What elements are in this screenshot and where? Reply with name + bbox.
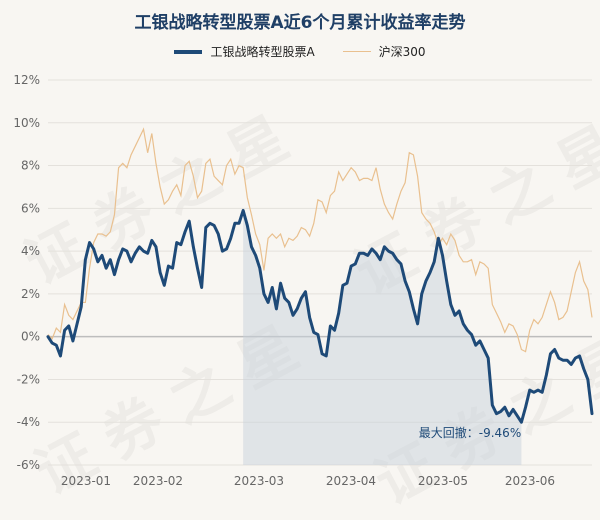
y-tick-label: 2%: [21, 287, 40, 301]
legend-item-benchmark[interactable]: 沪深300: [342, 43, 426, 60]
x-tick-label: 2023-05: [418, 474, 468, 488]
legend-swatch-benchmark: [342, 51, 371, 52]
x-tick-label: 2023-03: [234, 474, 284, 488]
y-tick-label: 8%: [21, 159, 40, 173]
chart-title: 工银战略转型股票A近6个月累计收益率走势: [134, 13, 466, 33]
x-tick-label: 2023-01: [61, 474, 111, 488]
y-tick-label: 0%: [21, 330, 40, 344]
chart-plot-area: 12% 10% 8% 6% 4% 2% 0% -2% -4% -6% 2023-01 2023-02 2…: [13, 73, 594, 488]
x-tick-label: 2023-04: [326, 474, 376, 488]
legend: 工银战略转型股票A 沪深300: [0, 43, 600, 60]
legend-label-benchmark: 沪深300: [378, 45, 426, 59]
series-line-benchmark: [47, 127, 593, 353]
legend-item-main[interactable]: 工银战略转型股票A: [174, 43, 315, 60]
y-tick-label: 6%: [21, 201, 40, 215]
y-tick-label: 12%: [13, 73, 40, 87]
series-line-main: [46, 208, 594, 424]
y-tick-label: -6%: [17, 458, 40, 472]
legend-swatch-main: [174, 49, 203, 54]
x-tick-label: 2023-06: [505, 474, 555, 488]
drawdown-area: [243, 210, 522, 465]
y-tick-label: 4%: [21, 244, 40, 258]
legend-label-main: 工银战略转型股票A: [210, 45, 315, 59]
y-tick-label: -2%: [17, 372, 40, 386]
y-tick-label: 10%: [13, 116, 40, 130]
max-drawdown-label: 最大回撤：-9.46%: [419, 425, 521, 440]
x-tick-label: 2023-02: [133, 474, 183, 488]
y-tick-label: -4%: [17, 415, 40, 429]
